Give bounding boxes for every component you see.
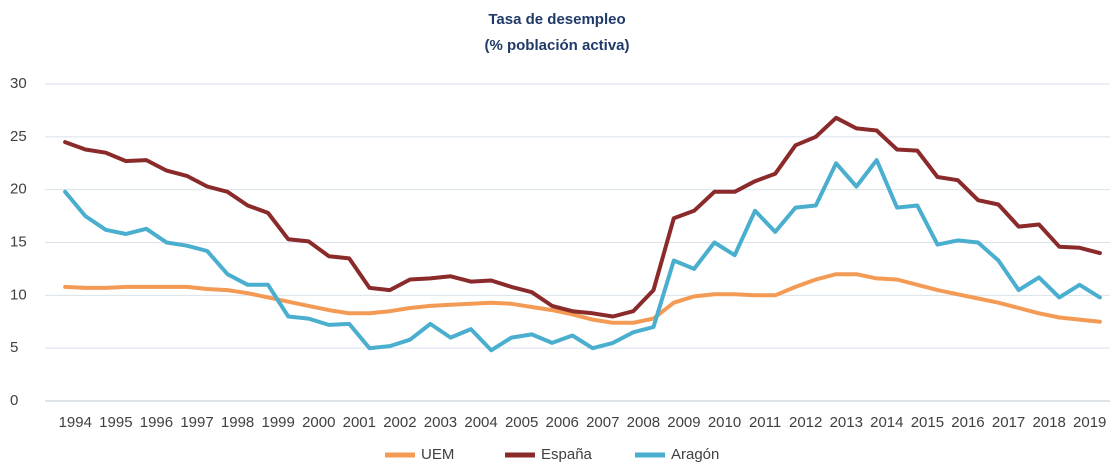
- y-tick-label: 5: [10, 339, 18, 356]
- series-line: [63, 158, 1102, 353]
- x-tick-label: 1998: [221, 414, 254, 431]
- x-tick-label: 2003: [424, 414, 457, 431]
- x-tick-label: 2006: [546, 414, 579, 431]
- series-line: [63, 115, 1102, 319]
- x-tick-label: 2005: [505, 414, 538, 431]
- x-tick-label: 1996: [140, 414, 173, 431]
- chart-title: Tasa de desempleo: [488, 11, 625, 28]
- legend-label: Aragón: [671, 446, 719, 463]
- y-tick-label: 10: [10, 286, 27, 303]
- y-tick-label: 30: [10, 75, 27, 92]
- legend-label: España: [541, 446, 593, 463]
- y-tick-label: 15: [10, 233, 27, 250]
- x-tick-label: 2001: [343, 414, 376, 431]
- x-tick-label: 2014: [870, 414, 903, 431]
- x-tick-label: 1997: [180, 414, 213, 431]
- x-tick-label: 1994: [59, 414, 92, 431]
- x-tick-label: 2013: [830, 414, 863, 431]
- x-tick-label: 2012: [789, 414, 822, 431]
- x-tick-label: 2015: [911, 414, 944, 431]
- y-tick-label: 20: [10, 181, 27, 198]
- y-tick-label: 0: [10, 392, 18, 409]
- x-tick-label: 2019: [1073, 414, 1106, 431]
- x-tick-label: 2002: [383, 414, 416, 431]
- x-tick-label: 2000: [302, 414, 335, 431]
- x-tick-label: 2009: [667, 414, 700, 431]
- legend-label: UEM: [421, 446, 454, 463]
- x-tick-label: 2008: [627, 414, 660, 431]
- x-tick-label: 2011: [749, 414, 781, 431]
- x-tick-label: 2018: [1032, 414, 1065, 431]
- x-tick-label: 1999: [261, 414, 294, 431]
- x-tick-label: 2016: [951, 414, 984, 431]
- x-tick-label: 2017: [992, 414, 1025, 431]
- chart-subtitle: (% población activa): [484, 37, 629, 54]
- y-tick-label: 25: [10, 128, 27, 145]
- x-tick-label: 2004: [464, 414, 497, 431]
- series-line: [63, 272, 1102, 325]
- x-tick-label: 2010: [708, 414, 741, 431]
- x-tick-label: 1995: [99, 414, 132, 431]
- x-tick-label: 2007: [586, 414, 619, 431]
